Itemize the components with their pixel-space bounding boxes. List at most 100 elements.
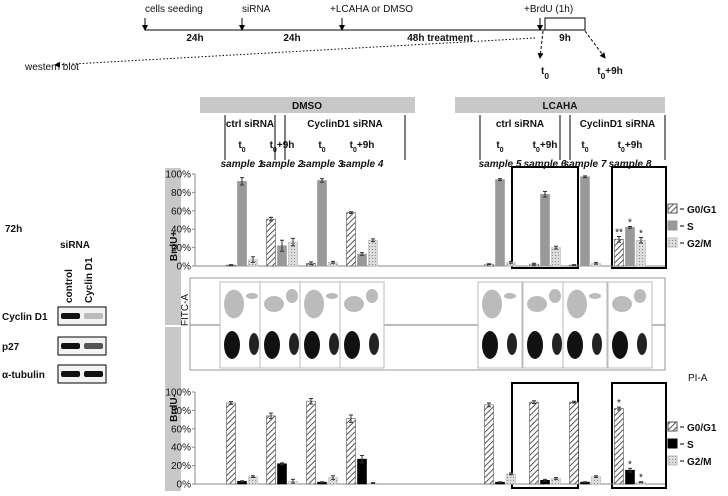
legend-swatch bbox=[667, 237, 678, 248]
label: p27 bbox=[2, 342, 20, 353]
row-bar bbox=[165, 168, 181, 325]
t-part: +9h bbox=[277, 140, 295, 151]
band bbox=[84, 343, 103, 349]
label: +BrdU (1h) bbox=[524, 4, 573, 15]
label: BrdU- bbox=[169, 394, 180, 422]
band bbox=[84, 371, 103, 377]
error-bar bbox=[639, 236, 643, 244]
error-bar bbox=[594, 475, 598, 479]
error-bar bbox=[583, 175, 587, 179]
t-part: 0 bbox=[601, 71, 606, 81]
bar bbox=[266, 415, 276, 485]
t-part: 0 bbox=[322, 146, 326, 154]
label: ctrl siRNA bbox=[496, 119, 544, 130]
interval-box bbox=[544, 17, 586, 31]
t-label: t0+9h bbox=[350, 140, 375, 154]
label: control bbox=[64, 269, 75, 303]
t-part: t bbox=[581, 140, 585, 151]
label: sample 1 bbox=[221, 159, 264, 170]
error-bar bbox=[532, 400, 536, 404]
error-bar bbox=[360, 252, 364, 256]
label: CyclinD1 siRNA bbox=[580, 119, 656, 130]
y-tick-label: 0% bbox=[177, 480, 192, 491]
blot-panel bbox=[57, 306, 107, 384]
bar bbox=[346, 212, 356, 267]
flow-cluster bbox=[249, 333, 259, 355]
label: western blot bbox=[24, 62, 79, 73]
y-tick-label: 20% bbox=[171, 243, 191, 254]
t-part: 0 bbox=[353, 146, 357, 154]
t-part: t bbox=[597, 66, 601, 77]
label: cells seeding bbox=[145, 4, 203, 15]
bar bbox=[317, 180, 327, 267]
error-bar bbox=[229, 401, 233, 405]
error-bar bbox=[291, 478, 295, 484]
label: sample 3 bbox=[301, 159, 344, 170]
t-part: t bbox=[270, 140, 274, 151]
flow-cluster bbox=[482, 289, 502, 319]
label: sample 2 bbox=[261, 159, 304, 170]
band bbox=[61, 313, 80, 319]
highlight-box bbox=[511, 382, 579, 489]
bar bbox=[226, 402, 236, 485]
label: siRNA bbox=[242, 4, 271, 15]
flow-cluster bbox=[264, 331, 280, 359]
error-bar bbox=[371, 238, 375, 243]
blot bbox=[57, 364, 107, 384]
y-tick-label: 100% bbox=[165, 170, 191, 181]
flow-cluster bbox=[612, 296, 632, 312]
y-tick-label: 60% bbox=[171, 424, 191, 435]
t-part: +9h bbox=[625, 140, 643, 151]
y-tick-label: 20% bbox=[171, 461, 191, 472]
flow-cluster bbox=[567, 289, 587, 319]
flow-cluster bbox=[224, 289, 244, 319]
flow-cluster bbox=[344, 296, 364, 312]
t-part: 0 bbox=[544, 71, 549, 81]
t-part: t bbox=[496, 140, 500, 151]
error-bar bbox=[309, 261, 313, 266]
error-bar bbox=[543, 190, 547, 198]
header-bar bbox=[455, 97, 665, 113]
error-bar bbox=[594, 261, 598, 265]
flow-cluster bbox=[344, 331, 360, 359]
error-bar bbox=[280, 239, 284, 252]
flow-cluster bbox=[612, 331, 628, 359]
flow-cluster bbox=[567, 331, 583, 359]
t-label: t0 bbox=[318, 140, 325, 154]
label: 48h treatment bbox=[407, 33, 473, 44]
error-bar bbox=[543, 478, 547, 482]
blot bbox=[57, 306, 107, 326]
label: α-tubulin bbox=[2, 370, 45, 381]
significance: ** bbox=[615, 228, 623, 239]
error-bar bbox=[371, 482, 375, 485]
flow-frame bbox=[189, 277, 666, 371]
t-label: t0+9h bbox=[597, 66, 623, 81]
highlight-box bbox=[511, 166, 579, 269]
legend-swatch bbox=[667, 438, 678, 449]
y-tick-label: 80% bbox=[171, 188, 191, 199]
bar bbox=[346, 418, 356, 485]
flow-cluster bbox=[589, 293, 601, 299]
y-tick-label: 80% bbox=[171, 406, 191, 417]
error-bar bbox=[331, 260, 335, 264]
error-bar bbox=[617, 236, 621, 243]
t-part: 0 bbox=[585, 146, 589, 154]
t-label: t0 bbox=[581, 140, 588, 154]
bar bbox=[569, 401, 579, 485]
error-bar bbox=[487, 402, 491, 408]
t-label: t0+9h bbox=[270, 140, 295, 154]
t-part: t bbox=[541, 66, 545, 77]
flow-cluster bbox=[326, 293, 338, 299]
label: ctrl siRNA bbox=[226, 119, 274, 130]
t-part: t bbox=[533, 140, 537, 151]
flow-cluster bbox=[549, 289, 561, 303]
flow-cluster bbox=[224, 331, 240, 359]
error-bar bbox=[280, 462, 284, 466]
t-part: 0 bbox=[242, 146, 246, 154]
legend-label: G2/M bbox=[687, 239, 711, 250]
bar bbox=[266, 218, 276, 267]
label: Cyclin D1 bbox=[2, 312, 48, 323]
error-bar bbox=[498, 481, 502, 484]
row-bar bbox=[165, 327, 181, 491]
bar bbox=[551, 247, 561, 267]
